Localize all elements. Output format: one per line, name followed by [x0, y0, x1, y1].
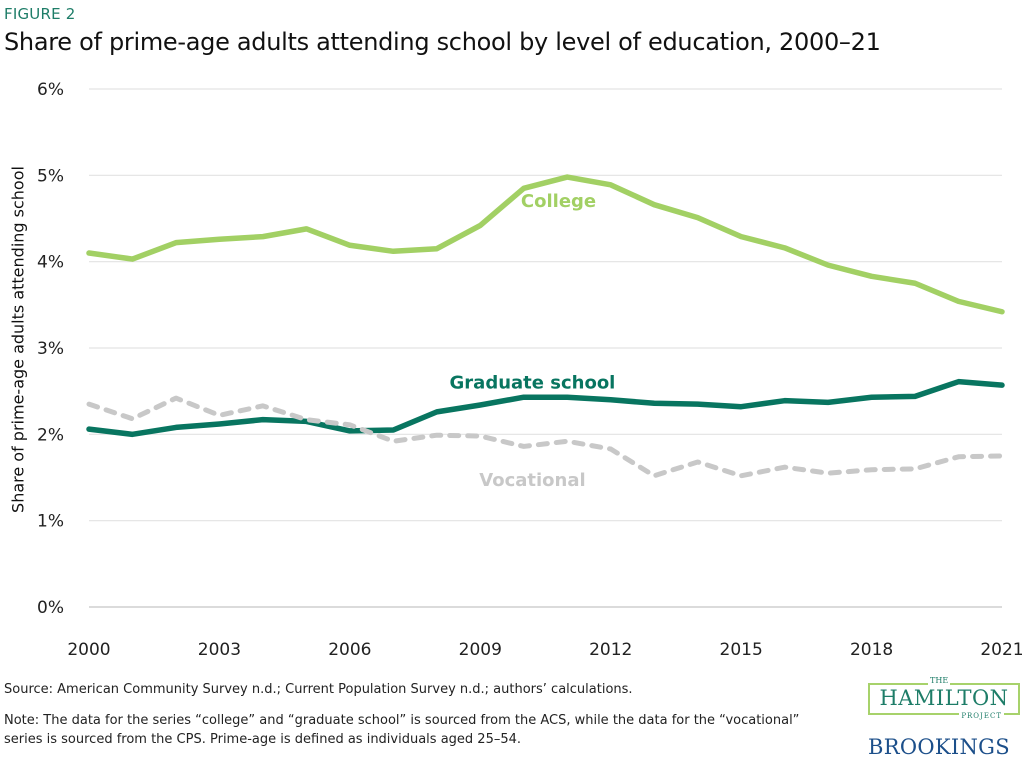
series-label: College	[521, 191, 596, 212]
source-text: Source: American Community Survey n.d.; …	[4, 682, 633, 697]
note-text: Note: The data for the series “college” …	[4, 713, 800, 747]
x-tick-label: 2006	[328, 640, 371, 660]
y-tick-label: 2%	[37, 425, 64, 445]
series-line-graduate-school	[86, 378, 1005, 438]
series-label: Graduate school	[450, 373, 616, 394]
y-tick-label: 3%	[37, 339, 64, 359]
chart-title: Share of prime-age adults attending scho…	[4, 28, 881, 56]
y-tick-label: 1%	[37, 512, 64, 532]
y-tick-label: 4%	[37, 253, 64, 273]
series-line-vocational	[86, 395, 1005, 479]
x-tick-label: 2015	[720, 640, 763, 660]
logo-hamilton: HAMILTON	[879, 686, 1009, 710]
x-tick-label: 2009	[459, 640, 502, 660]
x-tick-label: 2000	[67, 640, 110, 660]
x-tick-label: 2018	[850, 640, 893, 660]
brookings-logo: BROOKINGS	[868, 735, 1010, 759]
logo-the: THE	[928, 676, 951, 685]
hamilton-project-logo: THE HAMILTON PROJECT	[868, 676, 1020, 720]
logo-project: PROJECT	[959, 712, 1004, 720]
x-tick-label: 2003	[198, 640, 241, 660]
x-tick-label: 2012	[589, 640, 632, 660]
series-line-college	[86, 174, 1005, 315]
series-label: Vocational	[479, 470, 585, 491]
figure-label: FIGURE 2	[4, 5, 76, 23]
x-tick-label: 2021	[980, 640, 1023, 660]
y-tick-label: 0%	[37, 598, 64, 618]
y-tick-label: 6%	[37, 80, 64, 100]
y-tick-label: 5%	[37, 166, 64, 186]
